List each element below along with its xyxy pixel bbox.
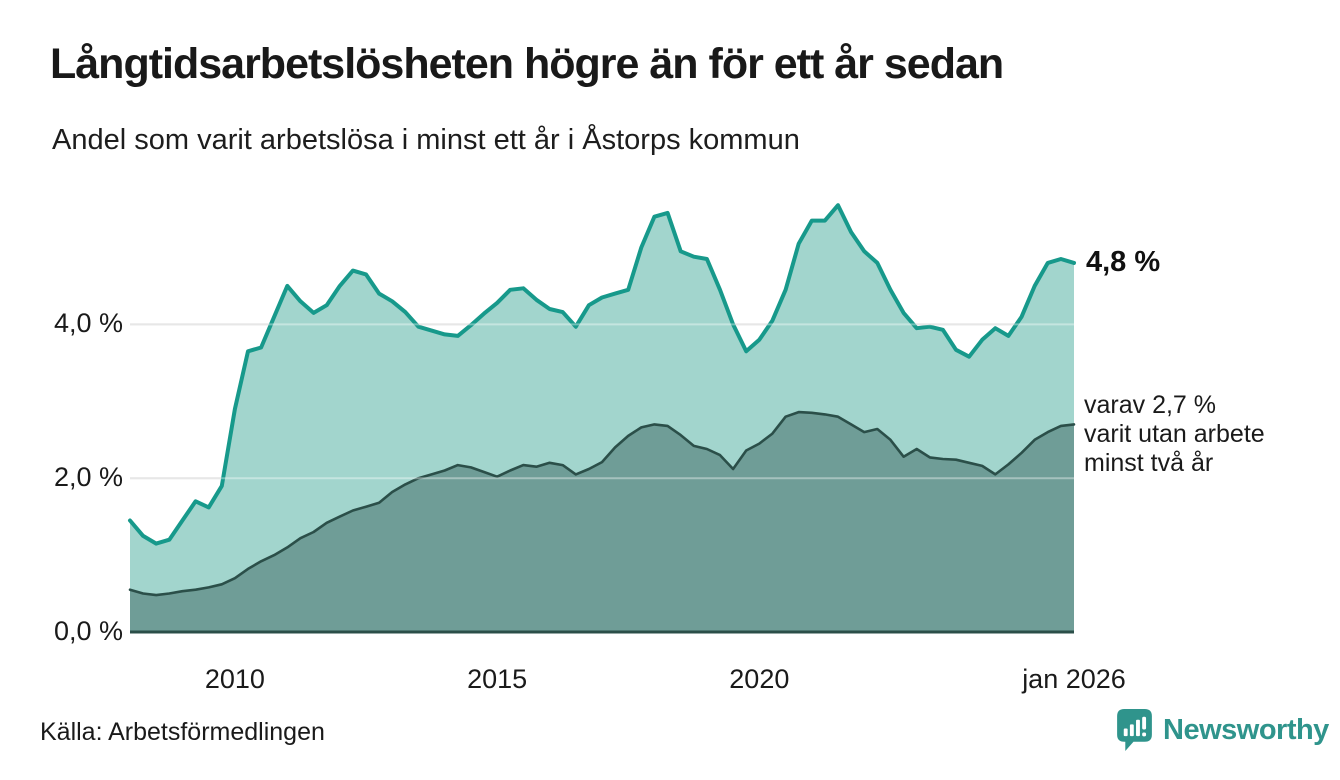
newsworthy-bubble-chart-icon (1117, 709, 1152, 751)
brand-name: Newsworthy (1163, 714, 1329, 746)
latest-value-label: 4,8 % (1086, 246, 1161, 278)
source-attribution: Källa: Arbetsförmedlingen (40, 718, 325, 746)
annotation-line: varav 2,7 % (1084, 391, 1217, 419)
annotation-line: minst två år (1084, 449, 1214, 477)
chart-subtitle: Andel som varit arbetslösa i minst ett å… (52, 124, 800, 156)
line-unemployed-one-year (128, 203, 1076, 546)
newsworthy-brand[interactable]: Newsworthy (1116, 708, 1329, 753)
two-year-annotation: varav 2,7 % varit utan arbete minst två … (1084, 391, 1265, 478)
annotation-line: varit utan arbete (1084, 420, 1265, 448)
chart-title: Långtidsarbetslösheten högre än för ett … (50, 40, 1004, 88)
line-unemployed-two-years (128, 410, 1076, 597)
area-unemployed-two-years (130, 412, 1074, 632)
